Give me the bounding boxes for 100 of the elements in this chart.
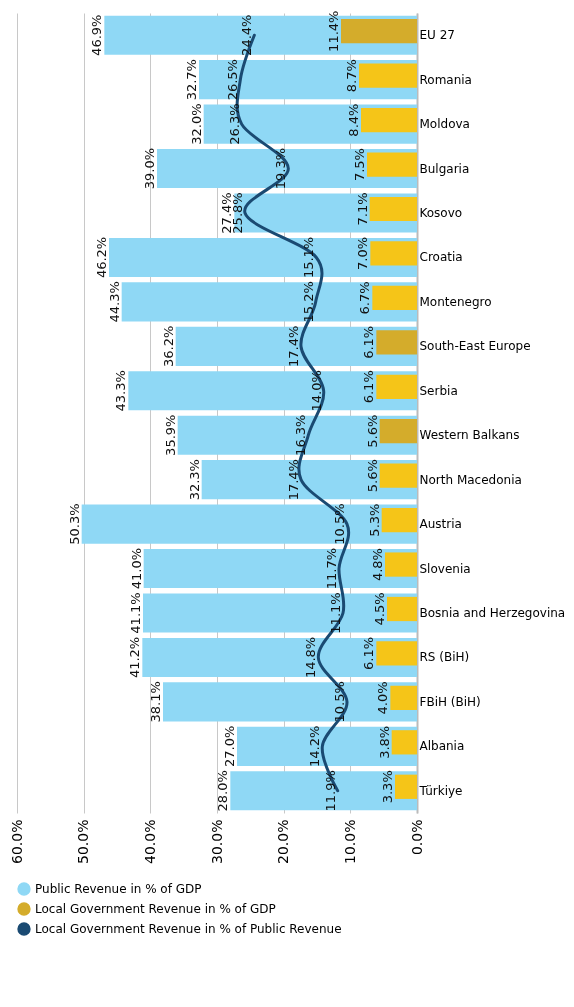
x-tick-label: 40.0% [141,819,158,864]
data-label: 7.0% [355,236,371,270]
data-label: 5.3% [366,503,382,537]
bar [359,63,417,88]
y-tick-label: South-East Europe [419,339,531,354]
data-label: 32.7% [184,59,199,101]
data-label: 27.0% [222,725,237,767]
x-tick-label: 0.0% [408,819,425,856]
y-tick-label: Austria [419,517,462,532]
bar [128,371,417,411]
x-tick-label: 60.0% [8,819,25,864]
y-tick-label: RS (BiH) [419,650,470,665]
data-label: 16.3% [293,414,309,456]
data-label: 19.3% [273,147,289,190]
data-label: 7.5% [352,148,367,182]
bar [376,374,417,399]
data-label: 14.8% [303,636,319,679]
data-label: 6.1% [361,325,377,359]
x-tick-label: 30.0% [208,819,225,864]
bar [81,504,417,544]
data-label: 17.4% [286,325,301,367]
bar [341,19,417,44]
data-label: 8.4% [346,103,361,137]
data-label: 4.8% [370,548,385,582]
data-label: 14.0% [308,370,324,412]
data-label: 11.1% [328,592,343,634]
data-label: 46.9% [89,14,105,56]
data-label: 50.3% [66,503,82,545]
data-label: 39.0% [142,147,157,190]
bar [376,330,417,355]
bar [361,107,417,133]
data-label: 3.8% [376,725,392,759]
bar [367,152,417,177]
data-label: 6.1% [361,636,377,670]
data-label: 35.9% [162,414,178,456]
data-label: 43.3% [113,370,129,412]
data-label: 3.3% [380,770,395,804]
bar [395,774,417,799]
y-tick-label: FBiH (BiH) [419,694,481,709]
data-label: 4.0% [375,681,391,715]
bar [370,241,417,266]
x-tick-label: 50.0% [75,819,92,864]
data-label: 28.0% [215,770,231,812]
y-tick-label: Bulgaria [419,161,470,176]
data-label: 44.3% [106,281,122,323]
data-label: 26.3% [226,103,242,145]
bar [163,682,417,722]
bar [390,685,417,711]
y-tick-label: Türkiye [418,783,463,798]
y-tick-label: Albania [419,739,465,754]
bar [230,771,417,811]
bar [381,507,417,533]
bar [121,282,417,322]
data-label: 10.5% [332,681,347,723]
y-tick-label: Croatia [419,250,463,265]
y-tick-label: Montenegro [419,294,492,309]
y-tick-label: North Macedonia [419,472,522,487]
data-label: 11.7% [324,547,339,590]
data-label: 11.4% [326,10,341,52]
bar [391,730,417,755]
bar [379,419,417,444]
data-label: 36.2% [160,325,176,367]
data-label: 24.4% [239,14,255,56]
data-label: 8.7% [344,59,359,93]
legend-label: Local Government Revenue in % of Public Revenue [35,922,342,936]
data-label: 41.2% [127,636,143,679]
y-tick-label: Slovenia [419,561,471,576]
data-label: 14.2% [307,725,323,767]
x-tick-label: 10.0% [341,819,358,864]
data-label: 10.5% [332,503,347,545]
data-label: 6.1% [361,370,377,404]
bar [143,593,417,633]
legend-label: Local Government Revenue in % of GDP [35,902,276,916]
data-label: 15.2% [300,281,316,323]
legend-label: Public Revenue in % of GDP [35,882,202,896]
y-tick-label: Romania [419,72,472,87]
bar [143,549,417,589]
y-tick-label: Kosovo [419,206,463,220]
data-label: 41.1% [128,592,143,634]
data-label: 5.6% [364,459,380,493]
data-label: 26.5% [225,59,241,101]
bar [387,596,417,622]
data-label: 4.5% [372,592,387,626]
data-label: 5.6% [364,414,380,448]
data-label: 17.4% [286,459,301,501]
y-tick-label: Western Balkans [419,428,520,443]
data-label: 32.0% [188,103,204,145]
y-tick-label: Moldova [419,117,470,132]
data-label: 25.8% [230,192,245,234]
x-tick-label: 20.0% [275,819,292,864]
bar [369,196,417,222]
data-label: 7.1% [354,192,370,226]
bar [376,641,417,666]
y-tick-label: Serbia [419,383,458,398]
data-label: 41.0% [128,547,144,590]
data-label: 11.9% [322,770,338,812]
data-label: 32.3% [186,459,202,501]
data-label: 38.1% [148,681,163,723]
bar [385,552,417,577]
y-tick-label: Bosnia and Herzegovina [419,606,566,620]
